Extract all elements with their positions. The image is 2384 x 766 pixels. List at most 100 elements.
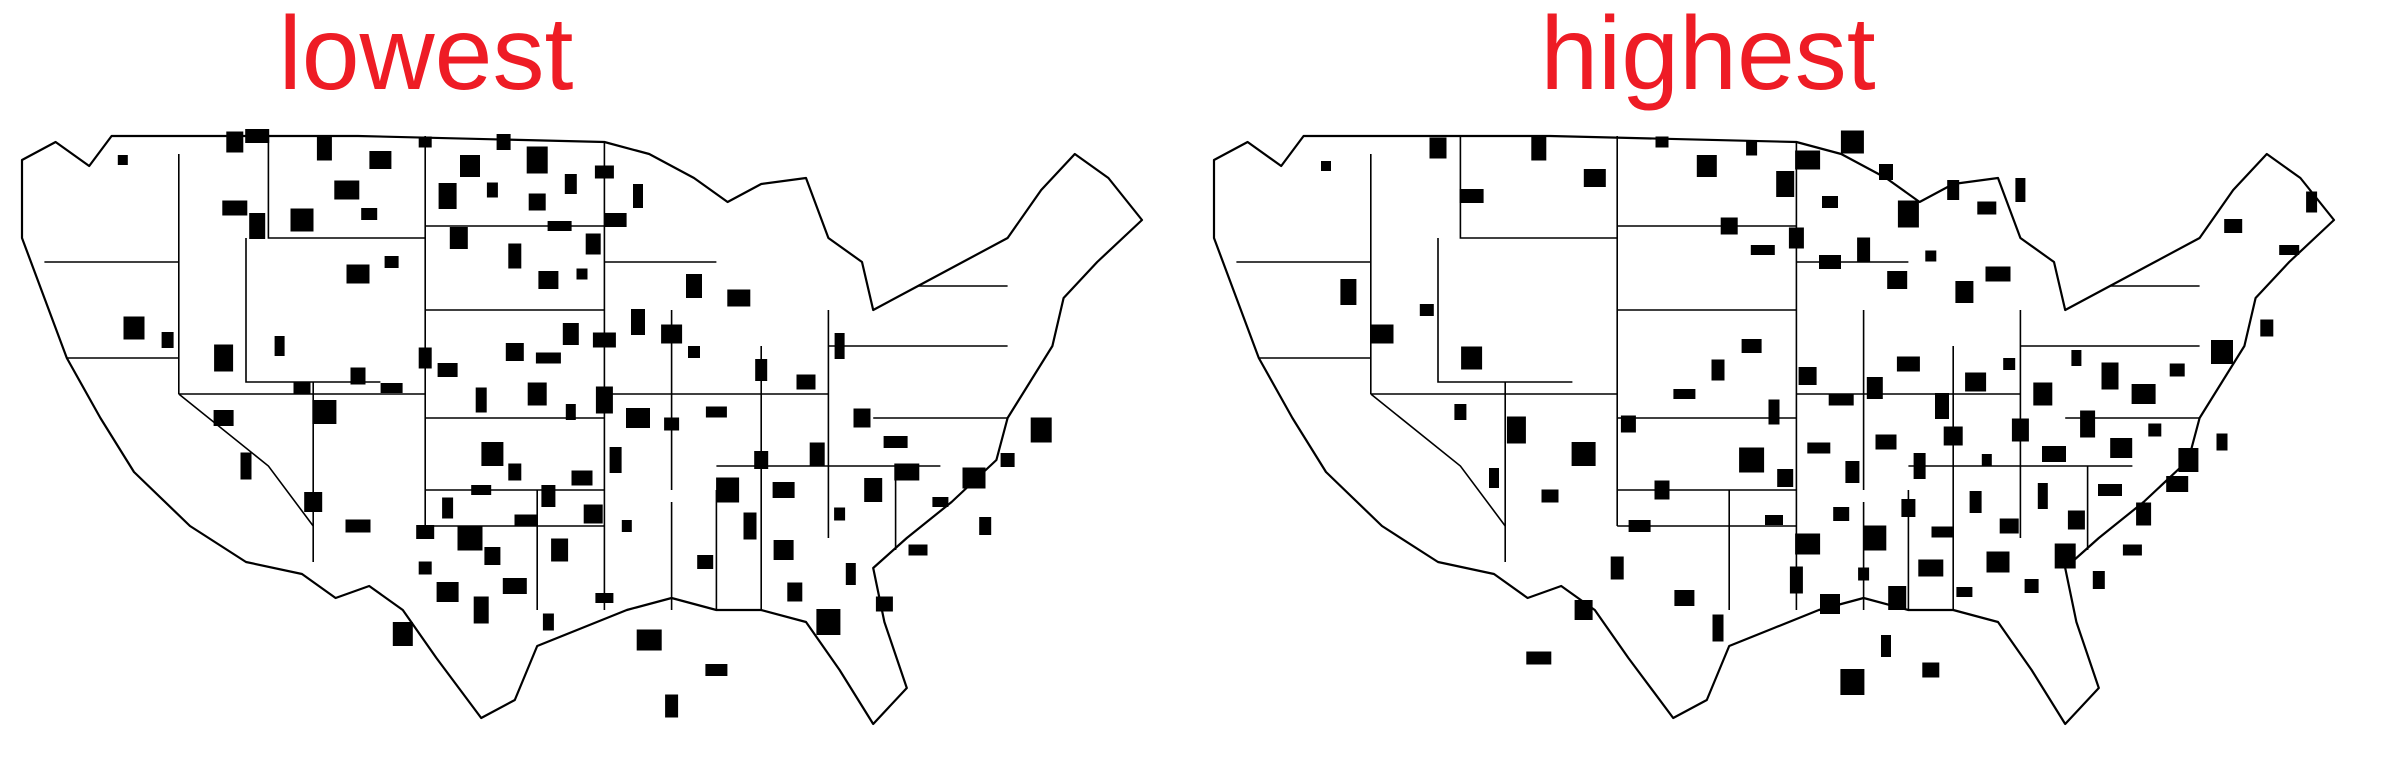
county-marker <box>384 256 399 268</box>
county-marker <box>473 596 489 624</box>
state-border <box>245 238 381 383</box>
county-marker <box>350 367 366 385</box>
county-marker <box>502 578 527 594</box>
us-outline <box>1212 134 2336 726</box>
county-marker <box>1711 359 1725 381</box>
state-borders <box>44 136 1008 610</box>
county-marker <box>1857 237 1871 263</box>
county-marker <box>1712 614 1724 642</box>
county-marker <box>526 146 548 174</box>
county-marker <box>875 596 893 612</box>
county-marker <box>1845 461 1860 483</box>
county-marker <box>2148 423 2162 437</box>
county-marker <box>1321 161 1331 171</box>
county-marker <box>864 478 883 502</box>
county-marker <box>2216 433 2228 451</box>
county-marker <box>249 213 266 239</box>
map-panel-highest: highest <box>1192 0 2384 766</box>
county-marker <box>2037 483 2048 509</box>
county-marker <box>2003 358 2016 370</box>
county-marker <box>416 525 435 539</box>
county-marker <box>1822 196 1838 208</box>
county-marker <box>636 629 662 651</box>
county-marker <box>845 563 856 585</box>
county-marker <box>1776 171 1795 197</box>
county-marker <box>773 540 794 560</box>
county-marker <box>541 485 556 507</box>
county-marker <box>932 497 949 507</box>
county-marker <box>1746 140 1758 156</box>
county-marker <box>1765 515 1783 525</box>
county-marker <box>1340 279 1357 305</box>
county-marker <box>1819 255 1841 269</box>
county-marker <box>1943 426 1963 446</box>
county-marker <box>245 129 270 143</box>
county-marker <box>787 582 803 602</box>
county-marker <box>361 208 378 220</box>
county-marker <box>1720 217 1738 235</box>
county-marker <box>665 694 679 718</box>
county-marker <box>571 470 593 486</box>
state-border <box>1437 238 1573 383</box>
state-border <box>267 136 426 239</box>
county-marker <box>1833 507 1850 521</box>
county-marker <box>542 613 554 631</box>
county-marker <box>528 193 546 211</box>
county-marker <box>1459 189 1484 203</box>
county-marker <box>743 512 757 540</box>
county-marker <box>585 233 601 255</box>
county-marker <box>705 406 727 418</box>
county-marker <box>436 582 459 602</box>
county-marker <box>2054 543 2076 569</box>
county-marker <box>2015 178 2026 202</box>
county-marker <box>2178 448 2199 472</box>
county-marker <box>117 155 128 165</box>
county-marker <box>1454 404 1467 420</box>
county-marker <box>418 136 432 148</box>
county-marker <box>1897 200 1919 228</box>
county-marker <box>2067 510 2085 530</box>
county-marker <box>123 316 145 340</box>
county-marker <box>565 404 576 420</box>
county-marker <box>1918 559 1944 577</box>
county-marker <box>564 174 577 194</box>
county-marker <box>2211 340 2233 364</box>
county-marker <box>316 135 332 161</box>
county-marker <box>1840 130 1864 154</box>
county-marker <box>1531 135 1547 161</box>
county-marker <box>1887 271 1908 289</box>
county-marker <box>222 200 248 216</box>
county-marker <box>508 463 522 481</box>
county-marker <box>1795 150 1821 170</box>
county-marker <box>664 417 680 431</box>
county-marker <box>834 333 845 359</box>
panel-title: lowest <box>278 0 574 112</box>
county-marker <box>1655 136 1669 148</box>
county-marker <box>547 221 572 231</box>
county-marker <box>475 387 487 413</box>
county-marker <box>1777 469 1794 487</box>
county-marker <box>161 332 174 348</box>
county-marker <box>962 467 986 489</box>
county-marker <box>1985 266 2011 282</box>
county-marker <box>2279 245 2300 255</box>
county-marker <box>214 344 234 372</box>
county-markers <box>117 129 1052 718</box>
county-marker <box>1419 304 1434 316</box>
county-markers <box>1321 130 2318 695</box>
county-marker <box>2136 502 2152 526</box>
county-marker <box>1863 525 1887 551</box>
us-county-map <box>20 129 1144 726</box>
county-marker <box>2024 579 2039 593</box>
county-marker <box>496 134 511 150</box>
county-marker <box>418 561 432 575</box>
county-marker <box>583 504 603 524</box>
county-marker <box>883 436 908 448</box>
county-marker <box>1888 586 1907 610</box>
county-marker <box>1461 346 1483 370</box>
county-marker <box>2080 410 2096 438</box>
county-marker <box>312 400 337 424</box>
county-marker <box>1429 137 1447 159</box>
county-marker <box>2101 362 2119 390</box>
county-marker <box>1955 281 1974 303</box>
